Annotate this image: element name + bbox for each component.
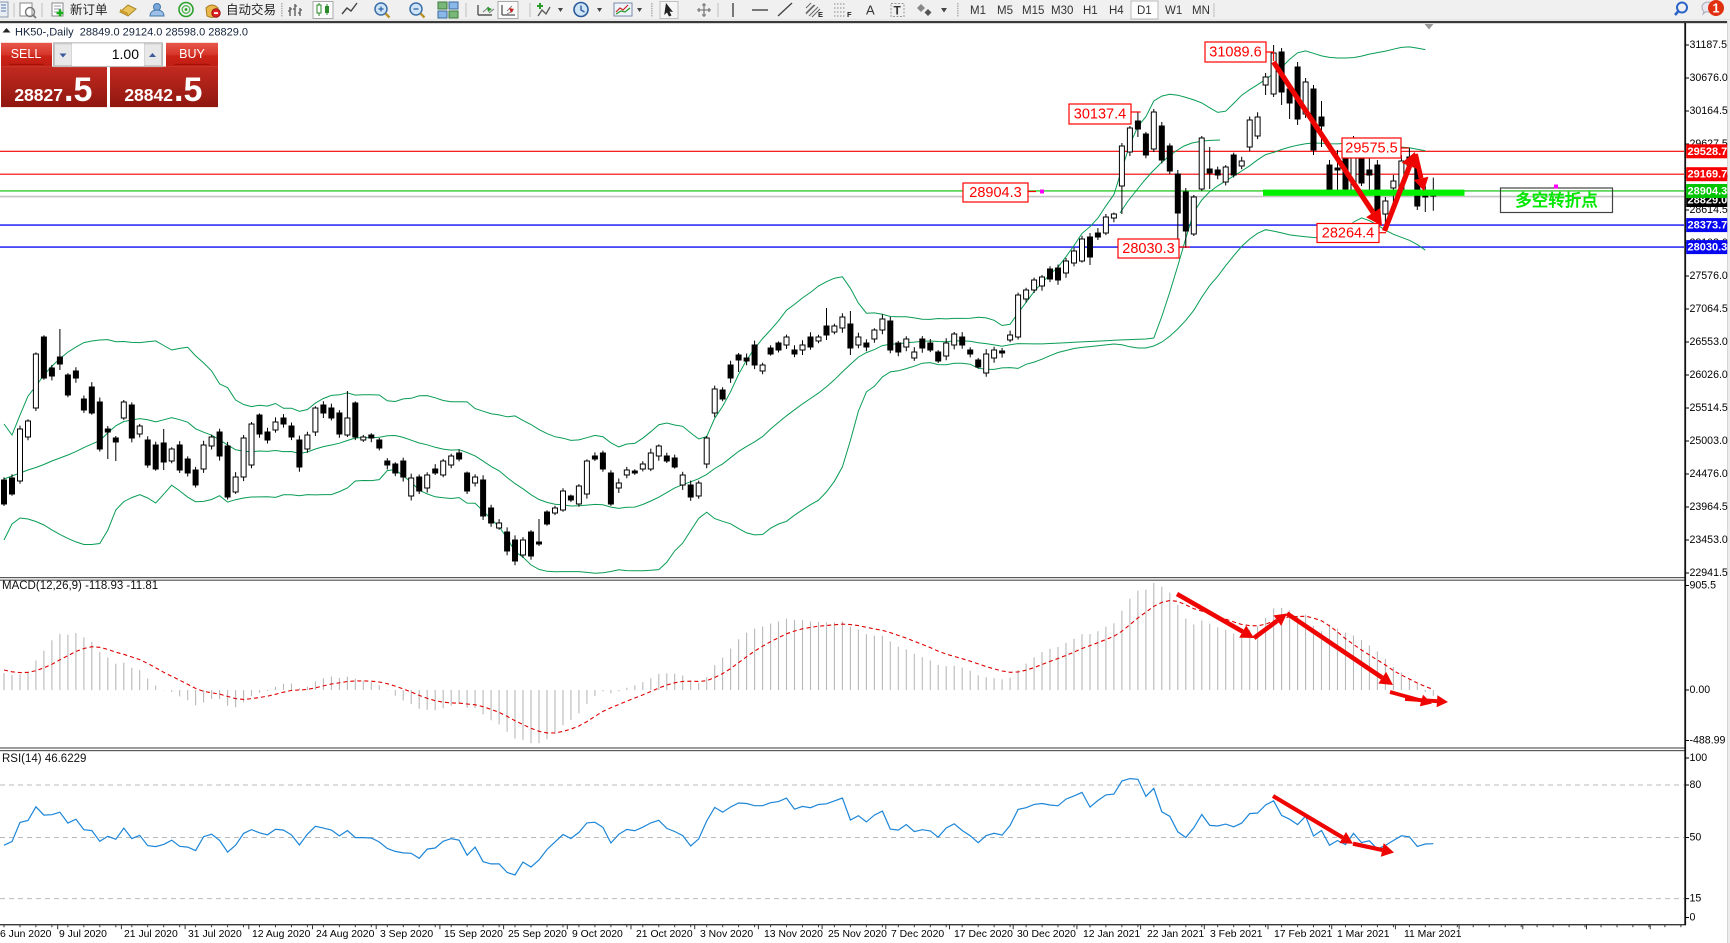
- svg-text:12 Aug 2020: 12 Aug 2020: [252, 929, 311, 940]
- svg-text:29169.7: 29169.7: [1688, 169, 1728, 181]
- svg-text:28030.3: 28030.3: [1122, 241, 1174, 257]
- svg-text:E: E: [818, 10, 823, 19]
- svg-text:22 Jan 2021: 22 Jan 2021: [1147, 929, 1204, 940]
- svg-text:25 Sep 2020: 25 Sep 2020: [508, 929, 567, 940]
- svg-text:24476.0: 24476.0: [1690, 468, 1728, 480]
- svg-text:26553.0: 26553.0: [1690, 336, 1728, 348]
- svg-text:21 Oct 2020: 21 Oct 2020: [636, 929, 693, 940]
- svg-text:24 Aug 2020: 24 Aug 2020: [316, 929, 375, 940]
- svg-text:HK50-,Daily 28849.0 29124.0 2: HK50-,Daily 28849.0 29124.0 28598.0 2882…: [15, 27, 248, 39]
- svg-text:30676.0: 30676.0: [1690, 72, 1728, 84]
- svg-text:自动交易: 自动交易: [226, 2, 276, 17]
- svg-text:新订单: 新订单: [70, 2, 108, 17]
- svg-text:F: F: [847, 10, 852, 19]
- svg-text:28030.3: 28030.3: [1688, 242, 1728, 254]
- svg-text:0.00: 0.00: [1690, 684, 1711, 696]
- svg-text:25 Nov 2020: 25 Nov 2020: [828, 929, 887, 940]
- svg-text:28904.3: 28904.3: [969, 185, 1021, 201]
- svg-text:29528.7: 29528.7: [1688, 146, 1728, 158]
- svg-text:D1: D1: [1137, 5, 1152, 17]
- svg-text:15: 15: [1690, 893, 1702, 905]
- svg-text:17 Dec 2020: 17 Dec 2020: [954, 929, 1013, 940]
- svg-text:21 Jul 2020: 21 Jul 2020: [124, 929, 178, 940]
- svg-text:15 Sep 2020: 15 Sep 2020: [444, 929, 503, 940]
- svg-text:M15: M15: [1022, 5, 1044, 17]
- svg-text:1 Mar 2021: 1 Mar 2021: [1337, 929, 1390, 940]
- svg-text:25003.0: 25003.0: [1690, 435, 1728, 447]
- svg-text:0: 0: [1690, 912, 1696, 924]
- svg-text:H1: H1: [1083, 5, 1098, 17]
- svg-text:26026.0: 26026.0: [1690, 369, 1728, 381]
- svg-text:A: A: [866, 3, 875, 18]
- svg-text:多空转折点: 多空转折点: [1515, 190, 1598, 210]
- svg-text:W1: W1: [1165, 5, 1182, 17]
- svg-text:22941.5: 22941.5: [1690, 567, 1728, 579]
- svg-text:50: 50: [1690, 832, 1702, 844]
- svg-text:28827: 28827: [14, 85, 63, 105]
- svg-text:31089.6: 31089.6: [1209, 45, 1261, 61]
- svg-text:100: 100: [1690, 752, 1708, 764]
- svg-text:T: T: [894, 4, 902, 18]
- svg-text:SELL: SELL: [11, 47, 42, 61]
- svg-text:H4: H4: [1109, 5, 1124, 17]
- svg-text:30137.4: 30137.4: [1074, 107, 1126, 123]
- svg-text:.5: .5: [174, 71, 202, 109]
- svg-text:23453.0: 23453.0: [1690, 534, 1728, 546]
- svg-text:31 Jul 2020: 31 Jul 2020: [188, 929, 242, 940]
- svg-text:27576.0: 27576.0: [1690, 270, 1728, 282]
- svg-text:28373.7: 28373.7: [1688, 220, 1728, 232]
- svg-text:31187.5: 31187.5: [1690, 39, 1728, 51]
- svg-text:11 Mar 2021: 11 Mar 2021: [1404, 929, 1462, 940]
- svg-text:7 Dec 2020: 7 Dec 2020: [891, 929, 944, 940]
- svg-text:13 Nov 2020: 13 Nov 2020: [764, 929, 823, 940]
- svg-text:29575.5: 29575.5: [1345, 141, 1397, 157]
- svg-text:9 Oct 2020: 9 Oct 2020: [572, 929, 623, 940]
- svg-text:6 Jun 2020: 6 Jun 2020: [0, 929, 52, 940]
- svg-text:25514.5: 25514.5: [1690, 402, 1728, 414]
- svg-text:30 Dec 2020: 30 Dec 2020: [1017, 929, 1076, 940]
- svg-text:1.00: 1.00: [112, 46, 139, 62]
- svg-text:23964.5: 23964.5: [1690, 501, 1728, 513]
- svg-text:30164.5: 30164.5: [1690, 105, 1728, 117]
- svg-text:1: 1: [1713, 2, 1720, 16]
- svg-text:RSI(14) 46.6229: RSI(14) 46.6229: [2, 753, 86, 765]
- svg-text:28264.4: 28264.4: [1322, 226, 1374, 242]
- svg-text:9 Jul 2020: 9 Jul 2020: [59, 929, 107, 940]
- svg-text:M1: M1: [970, 5, 986, 17]
- svg-text:MN: MN: [1192, 5, 1210, 17]
- svg-text:MACD(12,26,9) -118.93 -11.81: MACD(12,26,9) -118.93 -11.81: [2, 580, 158, 592]
- svg-text:M30: M30: [1051, 5, 1073, 17]
- svg-text:28842: 28842: [124, 85, 173, 105]
- svg-text:M5: M5: [997, 5, 1013, 17]
- svg-text:3 Nov 2020: 3 Nov 2020: [700, 929, 753, 940]
- svg-text:.5: .5: [64, 71, 92, 109]
- svg-text:27064.5: 27064.5: [1690, 303, 1728, 315]
- svg-text:3 Feb 2021: 3 Feb 2021: [1210, 929, 1263, 940]
- svg-text:-488.99: -488.99: [1690, 735, 1726, 747]
- svg-text:80: 80: [1690, 779, 1702, 791]
- svg-text:BUY: BUY: [179, 47, 205, 61]
- svg-text:12 Jan 2021: 12 Jan 2021: [1083, 929, 1140, 940]
- svg-text:28904.3: 28904.3: [1688, 186, 1728, 198]
- svg-text:17 Feb 2021: 17 Feb 2021: [1274, 929, 1333, 940]
- svg-text:905.5: 905.5: [1690, 580, 1717, 592]
- svg-text:3 Sep 2020: 3 Sep 2020: [380, 929, 433, 940]
